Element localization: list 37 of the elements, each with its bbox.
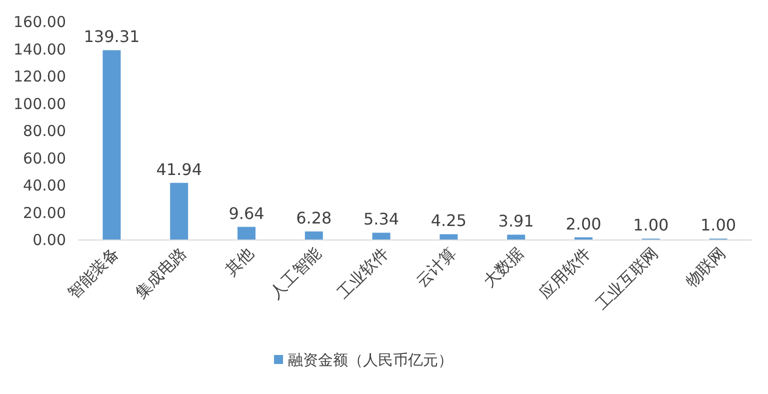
data-label: 5.34 xyxy=(363,210,400,229)
x-tick-label: 集成电路 xyxy=(131,243,190,302)
y-tick-label: 120.00 xyxy=(14,68,66,86)
y-tick-label: 160.00 xyxy=(14,13,66,31)
x-tick-label: 工业互联网 xyxy=(592,243,662,314)
x-tick-label: 工业软件 xyxy=(333,243,392,302)
y-tick-label: 20.00 xyxy=(23,204,66,222)
bar xyxy=(507,234,526,240)
x-tick-label: 应用软件 xyxy=(536,243,594,302)
y-tick-label: 100.00 xyxy=(14,94,66,113)
data-label: 3.91 xyxy=(498,212,534,231)
data-label: 9.64 xyxy=(228,204,264,223)
bar xyxy=(102,50,121,240)
y-tick-label: 40.00 xyxy=(23,176,66,194)
x-tick-label: 云计算 xyxy=(412,243,460,291)
data-label: 2.00 xyxy=(566,214,602,234)
legend-label: 融资金额（人民币亿元） xyxy=(288,351,453,369)
data-label: 6.28 xyxy=(296,208,332,228)
x-tick-label: 人工智能 xyxy=(266,243,325,302)
data-label: 4.25 xyxy=(430,211,467,230)
bar xyxy=(170,182,188,240)
data-label: 1.00 xyxy=(700,216,736,235)
bar xyxy=(304,231,323,240)
data-label: 1.00 xyxy=(633,216,669,235)
data-label: 139.31 xyxy=(84,27,140,46)
y-tick-label: 80.00 xyxy=(23,122,66,140)
bar xyxy=(440,234,458,240)
bar xyxy=(238,226,256,240)
x-tick-label: 大数据 xyxy=(480,243,527,291)
data-label: 41.94 xyxy=(156,160,202,179)
y-tick-label: 140.00 xyxy=(14,40,66,58)
x-tick-label: 智能装备 xyxy=(64,243,123,302)
bar xyxy=(372,232,390,240)
y-tick-label: 0.00 xyxy=(32,231,66,249)
y-tick-label: 60.00 xyxy=(23,149,66,168)
x-tick-label: 其他 xyxy=(221,243,258,280)
x-tick-label: 物联网 xyxy=(682,243,730,291)
